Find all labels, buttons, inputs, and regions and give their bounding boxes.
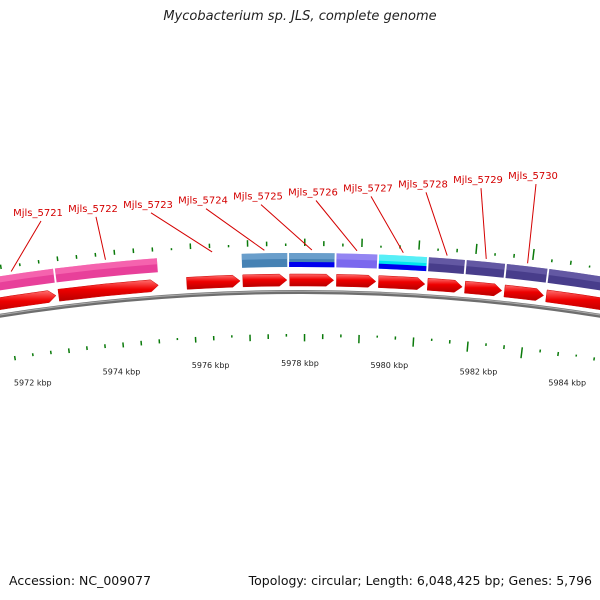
cog-track [0, 252, 600, 291]
gc-tick [520, 347, 524, 359]
leader-line [480, 188, 487, 259]
map-title: Mycobacterium sp. JLS, complete genome [163, 9, 437, 24]
leader-line [370, 196, 404, 253]
cds-arrow [378, 275, 426, 290]
cds-arrow [57, 279, 159, 302]
leader-line [260, 204, 313, 251]
cds-arrow [464, 280, 503, 297]
cds-arrow [545, 289, 600, 310]
gc-tick [56, 256, 59, 262]
cds-track [0, 273, 600, 310]
gc-tick [593, 357, 596, 361]
genome-summary-text: Topology: circular; Length: 6,048,425 bp… [248, 573, 592, 588]
leader-line [527, 184, 537, 264]
scale-label: 5974 kbp [103, 368, 141, 377]
gc-tick [569, 260, 572, 265]
gene-label[interactable]: Mjls_5728 [398, 179, 448, 190]
gc-tick [412, 337, 415, 347]
backbone-ring [0, 290, 600, 318]
leader-line [95, 216, 106, 260]
cds-arrow [336, 274, 377, 288]
cds-arrow [242, 273, 288, 288]
gc-tick [532, 248, 535, 261]
gene-label[interactable]: Mjls_5721 [13, 208, 63, 219]
scale-label: 5978 kbp [281, 359, 319, 368]
gc-tick [466, 341, 469, 352]
leader-line [425, 192, 448, 256]
leader-line [150, 212, 213, 253]
scale-label: 5984 kbp [548, 379, 586, 388]
gc-tick [557, 351, 560, 357]
gene-label[interactable]: Mjls_5726 [288, 188, 338, 199]
gc-tick [13, 355, 17, 361]
gene-label[interactable]: Mjls_5727 [343, 183, 393, 194]
cds-arrow [186, 274, 241, 290]
gc-tick [0, 264, 2, 270]
gc-ticks [0, 238, 596, 361]
scale-label: 5980 kbp [371, 361, 409, 370]
cds-arrow [426, 277, 463, 293]
cog-subblock [378, 263, 427, 272]
cds-arrow [289, 273, 335, 287]
scale-label: 5972 kbp [14, 379, 52, 388]
gene-label[interactable]: Mjls_5724 [178, 196, 228, 207]
cds-arrow [0, 290, 57, 310]
position-scale: 5972 kbp 5974 kbp 5976 kbp 5978 kbp 5980 kbp… [14, 359, 586, 388]
scale-label: 5976 kbp [192, 361, 230, 370]
leader-line [10, 220, 42, 272]
gene-label[interactable]: Mjls_5725 [233, 192, 283, 203]
cog-subblock [289, 261, 335, 268]
leader-line [205, 208, 265, 251]
cds-arrow [503, 284, 544, 301]
gene-label[interactable]: Mjls_5723 [123, 200, 173, 211]
gene-label[interactable]: Mjls_5730 [508, 171, 558, 182]
accession-text: Accession: NC_009077 [9, 573, 152, 588]
gene-labels: Mjls_5721 Mjls_5722 Mjls_5723 Mjls_5724 Mjls… [10, 171, 558, 272]
gene-label[interactable]: Mjls_5729 [453, 175, 503, 186]
gc-tick [67, 348, 70, 354]
genome-backbone [0, 290, 600, 318]
gc-tick [475, 243, 478, 255]
gene-label[interactable]: Mjls_5722 [68, 204, 118, 215]
leader-line [315, 200, 358, 252]
gc-tick [418, 240, 421, 250]
scale-label: 5982 kbp [460, 368, 498, 377]
